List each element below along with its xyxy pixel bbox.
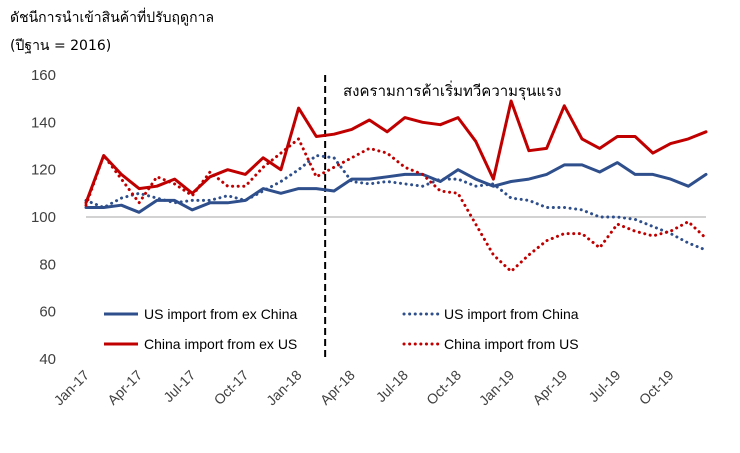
y-axis-ticks: 40 60 80 100 120 140 160 <box>31 67 56 368</box>
x-tick-label: Jan-17 <box>51 367 93 409</box>
y-tick-label: 40 <box>39 351 56 368</box>
x-tick-label: Apr-18 <box>317 367 358 408</box>
legend-label-2: China import from ex US <box>144 336 297 352</box>
x-tick-label: Apr-17 <box>104 367 145 408</box>
y-tick-label: 100 <box>31 209 56 226</box>
x-tick-label: Oct-18 <box>423 367 464 408</box>
legend-label-3: China import from US <box>444 336 579 352</box>
y-tick-label: 60 <box>39 304 56 321</box>
x-tick-label: Jul-19 <box>585 367 623 405</box>
x-tick-label: Apr-19 <box>529 367 570 408</box>
x-tick-label: Oct-19 <box>636 367 677 408</box>
x-tick-label: Jan-18 <box>263 367 305 409</box>
series-line-2 <box>84 99 708 205</box>
x-tick-label: Jul-17 <box>160 367 198 405</box>
legend-label-0: US import from ex China <box>144 306 297 322</box>
y-tick-label: 80 <box>39 256 56 273</box>
y-tick-label: 120 <box>31 162 56 179</box>
series-line-1 <box>84 154 708 252</box>
series-line-3 <box>84 137 708 273</box>
x-tick-label: Jan-19 <box>476 367 518 409</box>
y-tick-label: 140 <box>31 114 56 131</box>
x-tick-label: Jul-18 <box>373 367 411 405</box>
legend: US import from ex China US import from Ch… <box>104 306 579 352</box>
legend-label-1: US import from China <box>444 306 579 322</box>
series-line-0 <box>84 161 708 214</box>
x-tick-label: Oct-17 <box>211 367 252 408</box>
series-layer <box>84 99 708 273</box>
chart-title: ดัชนีการนำเข้าสินค้าที่ปรับฤดูกาล <box>10 8 214 26</box>
chart-subtitle: (ปีฐาน = 2016) <box>10 38 111 54</box>
x-axis-ticks: Jan-17 Apr-17 Jul-17 Oct-17 Jan-18 Apr-18 Jul-… <box>51 367 677 409</box>
event-annotation: สงครามการค้าเริ่มทวีความรุนแรง <box>343 80 561 101</box>
y-tick-label: 160 <box>31 67 56 84</box>
